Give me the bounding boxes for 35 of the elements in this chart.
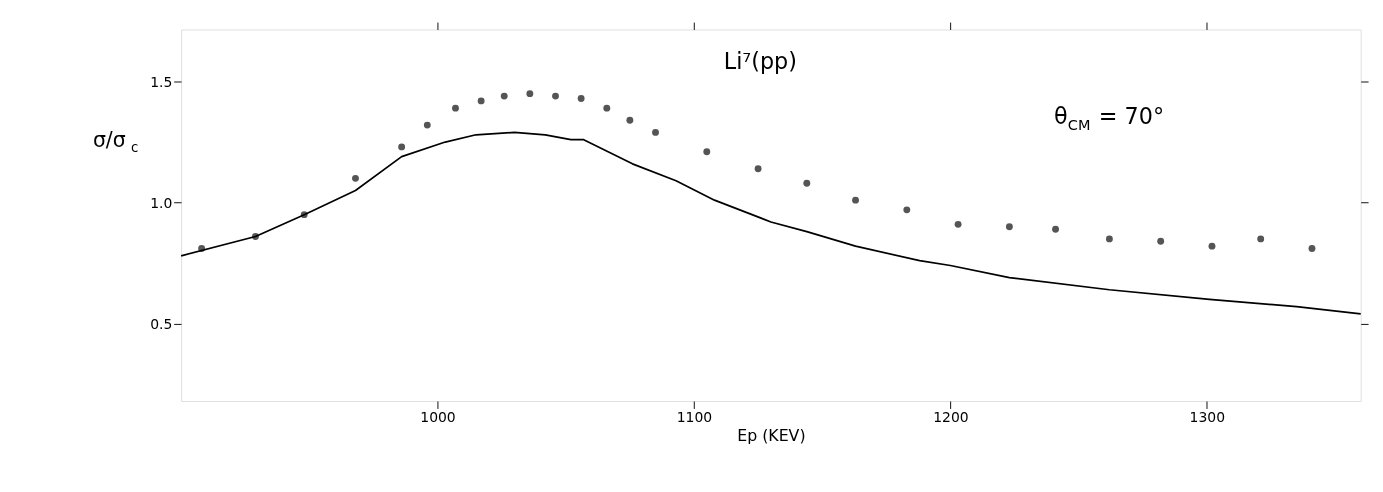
point [352,174,359,182]
x-tick-label: 1000 [420,408,456,425]
line-series [180,131,1362,315]
text: Li⁷(pp) [723,47,797,74]
x-tick-label: 1200 [933,408,969,425]
point [754,165,762,173]
y-tick-label: 1.5 [150,73,173,90]
point [526,90,534,98]
x-axis-title: Ep (KEV) [737,425,806,445]
point [1308,245,1316,252]
point [603,104,611,112]
x-tick-label: 1100 [676,408,713,425]
point [903,206,911,214]
point [1005,223,1013,231]
point [652,128,659,136]
point [852,196,859,204]
point [577,95,585,102]
point [1052,225,1059,233]
point [703,148,711,156]
point [477,97,485,105]
point [803,179,811,187]
y-tick-label: 1.0 [150,194,173,211]
point [500,92,508,100]
point [1157,237,1165,245]
point [552,92,559,100]
point [423,121,431,129]
point [1257,235,1265,243]
point [626,116,634,124]
point [398,143,406,151]
point [1105,235,1113,243]
point [954,220,962,228]
y-tick-label: 0.5 [150,315,173,332]
x-tick-label: 1300 [1189,408,1226,425]
point [452,104,459,112]
point [1208,242,1216,250]
